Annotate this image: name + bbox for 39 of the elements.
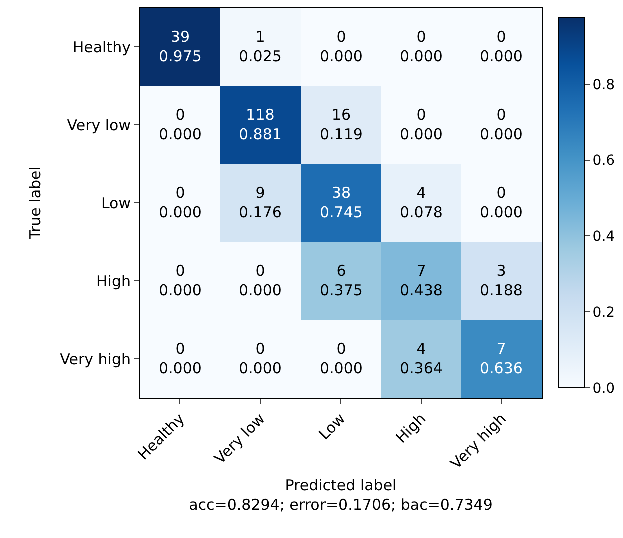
data-label: 16 0.119 — [320, 106, 363, 144]
y-tick-label: High — [96, 272, 131, 290]
data-label: 7 0.438 — [400, 262, 443, 300]
color-bar-label: 0.8 — [592, 77, 616, 94]
color-bar-label: 0.4 — [592, 229, 616, 246]
data-label: 0 0.000 — [400, 106, 443, 144]
data-label: 0 0.000 — [320, 28, 363, 66]
data-label: 4 0.364 — [400, 340, 443, 378]
data-label: 0 0.000 — [159, 106, 202, 144]
y-tick-label: Healthy — [72, 38, 132, 56]
data-label: 0 0.000 — [480, 28, 523, 66]
data-label: 0 0.000 — [239, 262, 282, 300]
y-tick-label: Low — [101, 194, 131, 212]
data-label: 0 0.000 — [159, 184, 202, 222]
data-label: 0 0.000 — [480, 106, 523, 144]
data-label: 4 0.078 — [400, 184, 443, 222]
data-label: 0 0.000 — [320, 340, 363, 378]
data-label: 0 0.000 — [159, 262, 202, 300]
data-label: 39 0.975 — [159, 28, 202, 66]
y-tick-label: Very high — [60, 350, 131, 368]
data-label: 0 0.000 — [400, 28, 443, 66]
y-axis-title: True label — [26, 166, 44, 240]
x-axis-title: Predicted label — [285, 476, 397, 495]
data-label: 6 0.375 — [320, 262, 363, 300]
data-label: 9 0.176 — [239, 184, 282, 222]
data-label: 1 0.025 — [239, 28, 282, 66]
data-label: 0 0.000 — [480, 184, 523, 222]
data-label: 0 0.000 — [159, 340, 202, 378]
color-bar-label: 0.6 — [592, 153, 616, 170]
text: acc=0.8294; error=0.1706; bac=0.7349 — [189, 496, 493, 514]
color-bar-label: 0.2 — [592, 305, 616, 321]
data-label: 38 0.745 — [320, 184, 363, 222]
data-label: 7 0.636 — [480, 340, 523, 378]
color-bar-label: 0.0 — [592, 380, 616, 397]
y-tick-label: Very low — [67, 116, 131, 134]
data-label: 0 0.000 — [239, 340, 282, 378]
x-tick-label: Low — [316, 410, 350, 444]
data-label: 3 0.188 — [480, 262, 523, 300]
data-label: 118 0.881 — [239, 106, 282, 144]
